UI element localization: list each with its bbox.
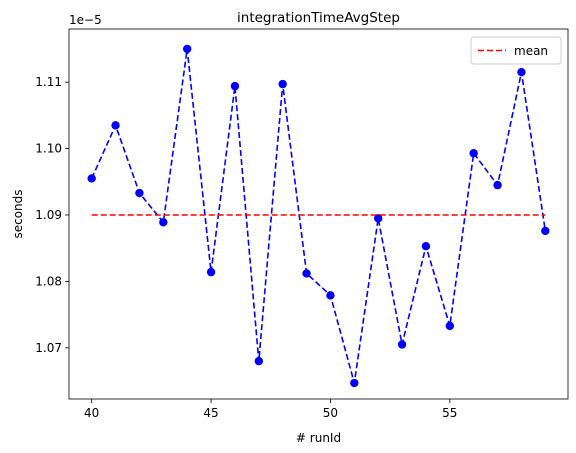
- data-point: [230, 81, 240, 91]
- data-point: [159, 218, 168, 227]
- data-point: [182, 44, 192, 54]
- data-point: [111, 121, 120, 130]
- data-point: [421, 242, 431, 251]
- runtime-series-line: [90, 48, 547, 384]
- y-tick-label: 1.07: [35, 341, 62, 355]
- x-tick-label: 55: [442, 406, 457, 420]
- legend: mean: [470, 36, 562, 65]
- x-tick-label: 50: [323, 406, 338, 420]
- data-point: [87, 174, 96, 183]
- data-point: [302, 269, 311, 278]
- data-point: [541, 226, 550, 236]
- y-tick-label: 1.08: [35, 274, 62, 288]
- data-point: [517, 67, 526, 77]
- series-layer: [87, 44, 550, 388]
- x-tick-label: 40: [84, 406, 99, 420]
- y-offset-text: 1e−5: [69, 13, 102, 27]
- data-point: [135, 188, 144, 198]
- data-point: [445, 321, 455, 331]
- data-point: [206, 267, 216, 277]
- plot-frame: [68, 28, 569, 400]
- y-tick-label: 1.10: [35, 142, 62, 156]
- data-point: [254, 356, 264, 366]
- plot-background: [69, 29, 568, 399]
- y-axis-label: seconds: [11, 189, 25, 238]
- data-point: [373, 214, 383, 223]
- data-point: [350, 378, 359, 388]
- data-point: [326, 291, 335, 300]
- y-tick-label: 1.09: [35, 208, 62, 222]
- data-point: [278, 79, 287, 89]
- legend-mean-label: mean: [514, 44, 548, 58]
- chart-title: integrationTimeAvgStep: [237, 10, 400, 26]
- data-point: [469, 149, 478, 158]
- data-point: [397, 340, 407, 349]
- ticks-group: 40 45 50 55 1.07 1.08 1.09 1.10 1.11: [35, 75, 457, 420]
- data-point: [493, 180, 502, 190]
- y-tick-label: 1.11: [35, 75, 62, 89]
- x-tick-label: 45: [203, 406, 218, 420]
- x-axis-label: # runId: [296, 431, 341, 445]
- legend-box: [470, 36, 562, 65]
